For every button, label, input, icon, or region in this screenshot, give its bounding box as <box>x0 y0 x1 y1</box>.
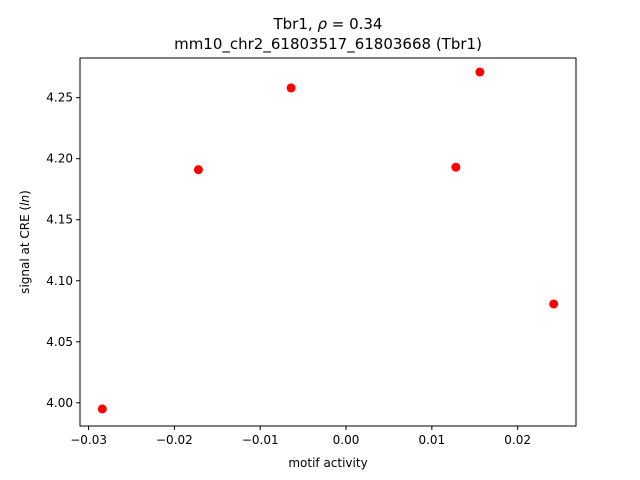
x-tick-label: 0.01 <box>418 433 445 447</box>
scatter-point <box>286 83 296 93</box>
plot-area <box>79 57 577 427</box>
y-tick-label: 4.10 <box>46 274 73 288</box>
scatter-point <box>97 404 107 414</box>
y-tick-label: 4.00 <box>46 396 73 410</box>
scatter-point <box>451 162 461 172</box>
x-tick-label: 0.00 <box>333 433 360 447</box>
y-tick-label: 4.05 <box>46 335 73 349</box>
x-axis-label: motif activity <box>288 456 367 470</box>
x-tick-label: −0.01 <box>242 433 279 447</box>
scatter-point <box>549 299 559 309</box>
y-axis-label: signal at CRE (ln) <box>18 190 32 294</box>
data-points <box>97 67 559 414</box>
x-tick-label: −0.02 <box>156 433 193 447</box>
y-tick-label: 4.25 <box>46 91 73 105</box>
chart-title-line2: mm10_chr2_61803517_61803668 (Tbr1) <box>174 35 482 54</box>
y-axis-ticks: 4.00 4.05 4.10 4.15 4.20 4.25 <box>46 91 80 410</box>
y-tick-label: 4.15 <box>46 213 73 227</box>
y-tick-label: 4.20 <box>46 152 73 166</box>
x-tick-label: −0.03 <box>70 433 107 447</box>
scatter-point <box>193 165 203 175</box>
plot-frame <box>79 57 577 427</box>
x-tick-label: 0.02 <box>504 433 531 447</box>
chart-title-line1: Tbr1, ρ = 0.34 <box>273 15 383 33</box>
scatter-point <box>475 67 485 77</box>
x-axis-ticks: −0.03 −0.02 −0.01 0.00 0.01 0.02 <box>70 426 531 447</box>
